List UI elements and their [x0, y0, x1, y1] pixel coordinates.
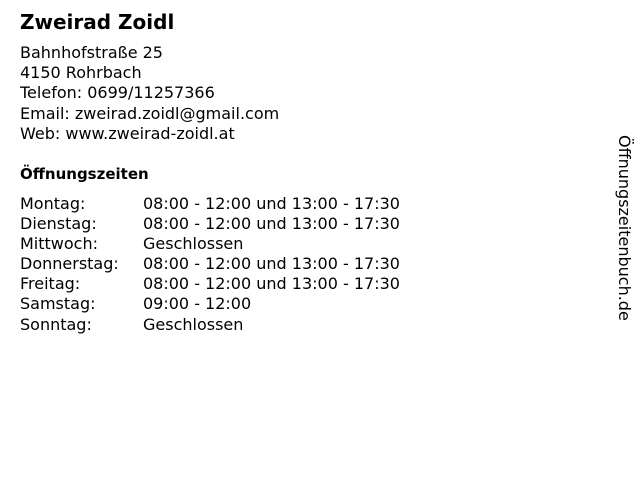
- hours-row: Sonntag: Geschlossen: [20, 315, 400, 335]
- hours-heading: Öffnungszeiten: [20, 165, 149, 183]
- time: Geschlossen: [143, 234, 244, 254]
- day: Samstag:: [20, 294, 96, 314]
- day: Sonntag:: [20, 314, 92, 334]
- day: Donnerstag:: [20, 254, 119, 274]
- day: Mittwoch:: [20, 234, 98, 254]
- address-block: Bahnhofstraße 25 4150 Rohrbach Telefon: …: [20, 43, 279, 144]
- hours-row: Samstag: 09:00 - 12:00: [20, 294, 400, 314]
- city: 4150 Rohrbach: [20, 63, 142, 83]
- time: 09:00 - 12:00: [143, 294, 252, 314]
- time: 08:00 - 12:00 und 13:00 - 17:30: [143, 214, 400, 234]
- hours-row: Montag: 08:00 - 12:00 und 13:00 - 17:30: [20, 194, 400, 214]
- day: Freitag:: [20, 274, 81, 294]
- hours-row: Mittwoch: Geschlossen: [20, 234, 400, 254]
- phone: Telefon: 0699/11257366: [20, 83, 215, 103]
- business-name: Zweirad Zoidl: [20, 10, 175, 34]
- day: Montag:: [20, 194, 86, 213]
- watermark-text: Öffnungszeitenbuch.de: [615, 135, 634, 321]
- day: Dienstag:: [20, 214, 97, 234]
- time: 08:00 - 12:00 und 13:00 - 17:30: [143, 194, 400, 213]
- email: Email: zweirad.zoidl@gmail.com: [20, 103, 280, 123]
- hours-row: Dienstag: 08:00 - 12:00 und 13:00 - 17:30: [20, 214, 400, 234]
- web: Web: www.zweirad-zoidl.at: [20, 123, 235, 143]
- time: Geschlossen: [143, 314, 244, 334]
- time: 08:00 - 12:00 und 13:00 - 17:30: [143, 274, 400, 294]
- hours-table: Montag: 08:00 - 12:00 und 13:00 - 17:30 D…: [20, 194, 400, 335]
- street: Bahnhofstraße 25: [20, 43, 163, 62]
- time: 08:00 - 12:00 und 13:00 - 17:30: [143, 254, 400, 274]
- hours-row: Donnerstag: 08:00 - 12:00 und 13:00 - 17:…: [20, 254, 400, 274]
- hours-row: Freitag: 08:00 - 12:00 und 13:00 - 17:30: [20, 274, 400, 294]
